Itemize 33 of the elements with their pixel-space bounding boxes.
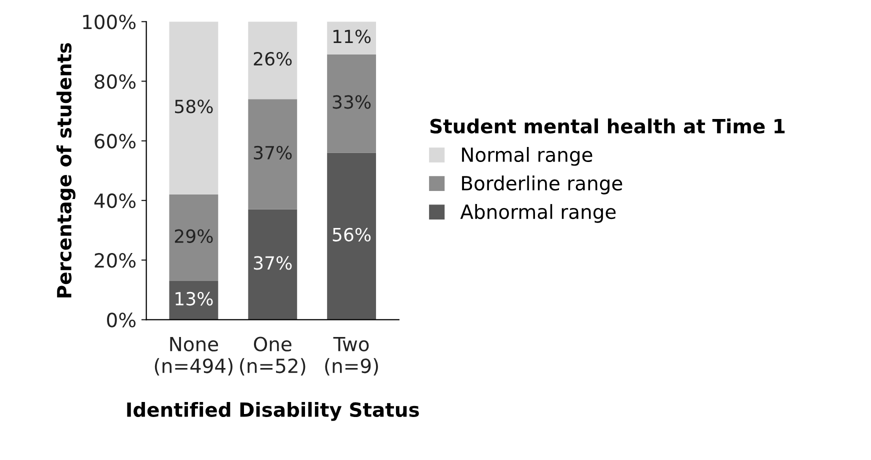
x-axis-title: Identified Disability Status [127,402,419,421]
y-tick-label: 0% [107,312,136,328]
y-tick-label: 40% [94,193,136,208]
legend-label: Borderline range [462,176,622,194]
bar [169,22,218,195]
y-axis-title: Percentage of students [56,43,76,298]
x-tick-label: Two (n=9) [325,336,378,376]
bar [327,22,376,54]
legend-title: Student mental health at Time 1 [430,118,785,134]
x-tick-label: One (n=52) [240,336,306,376]
bar [169,280,218,320]
bar [248,209,298,320]
bar [248,99,298,210]
legend-label: Normal range [462,146,592,166]
x-tick-label: None (n=494) [154,336,232,376]
data-label: 26% [254,52,292,66]
y-tick-label: 20% [94,253,136,268]
bar [248,22,298,100]
y-tick-label: 100% [83,14,136,30]
data-label: 11% [333,30,371,44]
legend-label: Abnormal range [460,204,616,223]
bar [169,194,218,281]
data-label: 37% [254,146,292,160]
bar [327,54,376,153]
data-label: 29% [174,229,213,243]
y-tick-label: 80% [94,74,136,89]
bar [327,152,376,320]
data-label: 33% [332,95,371,109]
data-label: 56% [332,228,371,242]
data-label: 13% [176,292,213,306]
data-label: 37% [254,256,292,270]
y-tick-label: 60% [94,134,136,149]
data-label: 58% [175,100,213,114]
